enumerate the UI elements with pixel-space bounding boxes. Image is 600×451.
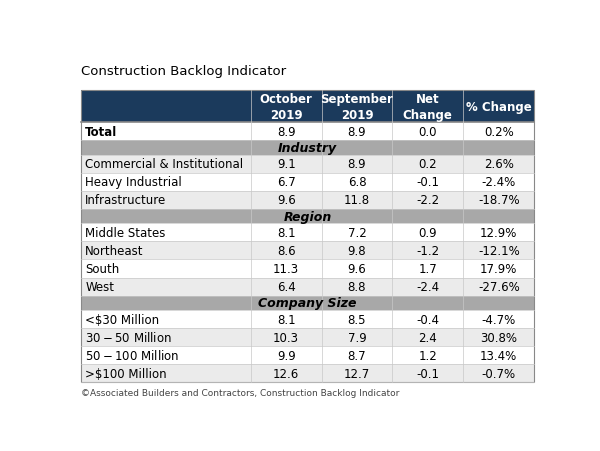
- Bar: [80, 260, 535, 278]
- Text: -0.4: -0.4: [416, 313, 439, 326]
- Bar: [80, 174, 535, 192]
- Bar: [80, 224, 535, 242]
- Text: 12.6: 12.6: [273, 367, 299, 380]
- Text: 0.0: 0.0: [419, 125, 437, 138]
- Text: 1.7: 1.7: [418, 262, 437, 276]
- Text: 8.9: 8.9: [347, 158, 366, 171]
- Text: 6.8: 6.8: [347, 176, 366, 189]
- Bar: [80, 242, 535, 260]
- Text: Middle States: Middle States: [85, 226, 166, 239]
- Bar: [80, 328, 535, 346]
- Text: 9.8: 9.8: [347, 244, 366, 258]
- Bar: [80, 91, 251, 123]
- Text: -12.1%: -12.1%: [478, 244, 520, 258]
- Text: 8.8: 8.8: [348, 281, 366, 293]
- Text: 7.9: 7.9: [347, 331, 367, 344]
- Text: Heavy Industrial: Heavy Industrial: [85, 176, 182, 189]
- Text: Company Size: Company Size: [258, 297, 357, 309]
- Text: 8.1: 8.1: [277, 226, 295, 239]
- Bar: [80, 209, 535, 224]
- Text: -2.4%: -2.4%: [482, 176, 516, 189]
- Text: 8.9: 8.9: [277, 125, 295, 138]
- Text: $50-$100 Million: $50-$100 Million: [85, 348, 179, 362]
- Text: Region: Region: [283, 210, 332, 223]
- Text: West: West: [85, 281, 114, 293]
- Text: -2.4: -2.4: [416, 281, 439, 293]
- Bar: [80, 123, 535, 141]
- Text: Industry: Industry: [278, 142, 337, 155]
- Text: 12.7: 12.7: [344, 367, 370, 380]
- Bar: [80, 346, 535, 364]
- Text: 0.2%: 0.2%: [484, 125, 514, 138]
- Text: 8.7: 8.7: [347, 349, 366, 362]
- Text: 13.4%: 13.4%: [480, 349, 517, 362]
- Text: South: South: [85, 262, 119, 276]
- Text: October
2019: October 2019: [260, 92, 313, 121]
- Text: $30-$50 Million: $30-$50 Million: [85, 330, 172, 344]
- Text: 0.9: 0.9: [418, 226, 437, 239]
- Text: -4.7%: -4.7%: [482, 313, 516, 326]
- Text: 9.6: 9.6: [347, 262, 367, 276]
- Text: -1.2: -1.2: [416, 244, 439, 258]
- Bar: [80, 91, 535, 382]
- Text: Total: Total: [85, 125, 118, 138]
- Text: 8.9: 8.9: [347, 125, 366, 138]
- Bar: [80, 192, 535, 209]
- Text: -0.1: -0.1: [416, 367, 439, 380]
- Text: -2.2: -2.2: [416, 194, 439, 207]
- Bar: [80, 156, 535, 174]
- Text: 17.9%: 17.9%: [480, 262, 517, 276]
- Text: 1.2: 1.2: [418, 349, 437, 362]
- Text: 30.8%: 30.8%: [480, 331, 517, 344]
- Text: % Change: % Change: [466, 100, 532, 113]
- Text: 6.7: 6.7: [277, 176, 296, 189]
- Bar: [80, 278, 535, 296]
- Text: >$100 Million: >$100 Million: [85, 367, 167, 380]
- Text: Net
Change: Net Change: [403, 92, 453, 121]
- Text: -18.7%: -18.7%: [478, 194, 520, 207]
- Text: 9.9: 9.9: [277, 349, 296, 362]
- Text: -27.6%: -27.6%: [478, 281, 520, 293]
- Bar: [80, 364, 535, 382]
- Text: 11.8: 11.8: [344, 194, 370, 207]
- Bar: [251, 91, 322, 123]
- Text: 8.1: 8.1: [277, 313, 295, 326]
- Text: Northeast: Northeast: [85, 244, 144, 258]
- Text: 10.3: 10.3: [273, 331, 299, 344]
- Text: 8.5: 8.5: [348, 313, 366, 326]
- Text: <$30 Million: <$30 Million: [85, 313, 160, 326]
- Text: Commercial & Institutional: Commercial & Institutional: [85, 158, 244, 171]
- Text: 9.1: 9.1: [277, 158, 296, 171]
- Text: September
2019: September 2019: [320, 92, 394, 121]
- Text: -0.1: -0.1: [416, 176, 439, 189]
- Text: 11.3: 11.3: [273, 262, 299, 276]
- Text: Infrastructure: Infrastructure: [85, 194, 166, 207]
- Text: 0.2: 0.2: [418, 158, 437, 171]
- Text: 9.6: 9.6: [277, 194, 296, 207]
- Bar: [80, 296, 535, 310]
- Text: Construction Backlog Indicator: Construction Backlog Indicator: [80, 65, 286, 78]
- Bar: [80, 310, 535, 328]
- Text: 2.6%: 2.6%: [484, 158, 514, 171]
- Text: 2.4: 2.4: [418, 331, 437, 344]
- Text: -0.7%: -0.7%: [482, 367, 516, 380]
- Bar: [392, 91, 463, 123]
- Text: ©Associated Builders and Contractors, Construction Backlog Indicator: ©Associated Builders and Contractors, Co…: [80, 388, 399, 397]
- Bar: [463, 91, 535, 123]
- Text: 6.4: 6.4: [277, 281, 296, 293]
- Bar: [322, 91, 392, 123]
- Bar: [80, 141, 535, 156]
- Text: 12.9%: 12.9%: [480, 226, 517, 239]
- Text: 7.2: 7.2: [347, 226, 367, 239]
- Text: 8.6: 8.6: [277, 244, 295, 258]
